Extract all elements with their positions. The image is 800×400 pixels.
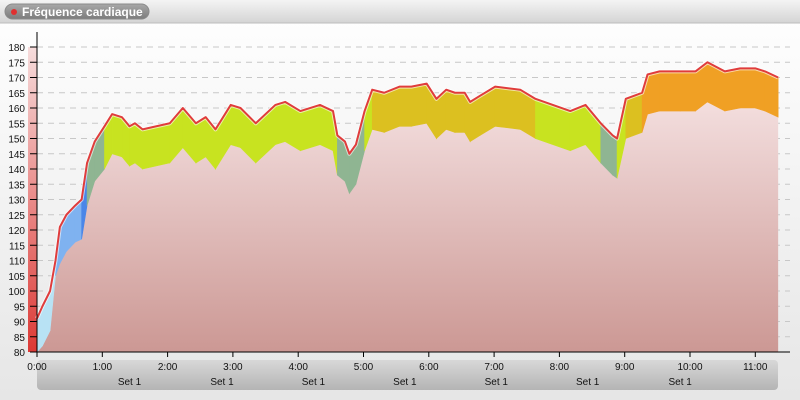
- x-tick-label: 1:00: [93, 362, 113, 373]
- zone-band-segment: [399, 86, 412, 127]
- y-tick-label: 175: [8, 58, 25, 69]
- zone-band-segment: [494, 86, 521, 130]
- title-pill[interactable]: Fréquence cardiaque: [4, 3, 150, 20]
- x-tick-label: 10:00: [677, 362, 702, 373]
- zone-band-segment: [230, 104, 241, 149]
- x-tick-label: 8:00: [550, 362, 570, 373]
- heart-rate-dot-icon: [11, 9, 17, 15]
- y-tick-label: 160: [8, 104, 25, 115]
- y-tick-label: 170: [8, 74, 25, 85]
- zone-band-segment: [679, 71, 696, 112]
- x-tick-label: 6:00: [419, 362, 439, 373]
- y-tick-label: 140: [8, 165, 25, 176]
- zone-band-segment: [755, 67, 766, 112]
- zone-band-segment: [129, 122, 136, 167]
- y-tick-label: 145: [8, 150, 25, 161]
- y-tick-label: 85: [14, 333, 26, 344]
- y-tick-label: 120: [8, 226, 25, 237]
- y-tick-label: 100: [8, 287, 25, 298]
- x-tick-label: 4:00: [288, 362, 308, 373]
- set-label: Set 1: [393, 377, 417, 388]
- set-label: Set 1: [485, 377, 509, 388]
- set-label: Set 1: [669, 377, 693, 388]
- set-label: Set 1: [576, 377, 600, 388]
- y-tick-label: 115: [9, 241, 25, 252]
- zone-band-segment: [739, 68, 756, 109]
- x-tick-label: 9:00: [615, 362, 635, 373]
- zone-band-segment: [411, 83, 427, 127]
- x-tick-label: 11:00: [743, 362, 768, 373]
- zone-band-segment: [724, 67, 741, 112]
- y-tick-label: 150: [8, 135, 25, 146]
- x-tick-label: 3:00: [223, 362, 243, 373]
- set-bar: [37, 360, 778, 390]
- zone-band-segment: [659, 71, 681, 112]
- x-tick-label: 2:00: [158, 362, 178, 373]
- y-tick-label: 180: [8, 43, 25, 54]
- zone-band-segment: [445, 89, 456, 133]
- y-tick-label: 135: [8, 180, 25, 191]
- y-tick-label: 80: [14, 348, 26, 359]
- zone-band-segment: [612, 134, 618, 179]
- zone-band-segment: [111, 113, 123, 158]
- set-label: Set 1: [302, 377, 326, 388]
- y-tick-label: 95: [14, 302, 26, 313]
- x-tick-label: 7:00: [484, 362, 504, 373]
- y-tick-label: 125: [8, 211, 25, 222]
- zone-band-segment: [371, 89, 385, 133]
- heart-rate-line: [36, 61, 779, 319]
- header-bar: [0, 0, 800, 23]
- y-tick-label: 155: [8, 119, 25, 130]
- zone-band-segment: [454, 92, 466, 133]
- lower-area: [37, 101, 779, 353]
- header-title: Fréquence cardiaque: [22, 5, 143, 19]
- set-label: Set 1: [210, 377, 234, 388]
- y-tick-label: 130: [8, 196, 25, 207]
- zone-band-segment: [647, 71, 660, 115]
- y-tick-label: 165: [8, 89, 25, 100]
- x-tick-label: 0:00: [27, 362, 47, 373]
- y-tick-label: 110: [9, 257, 25, 268]
- x-tick-label: 5:00: [354, 362, 374, 373]
- y-tick-label: 90: [14, 318, 26, 329]
- set-label: Set 1: [118, 377, 142, 388]
- y-tick-label: 105: [8, 272, 25, 283]
- zone-band-segment: [275, 101, 286, 146]
